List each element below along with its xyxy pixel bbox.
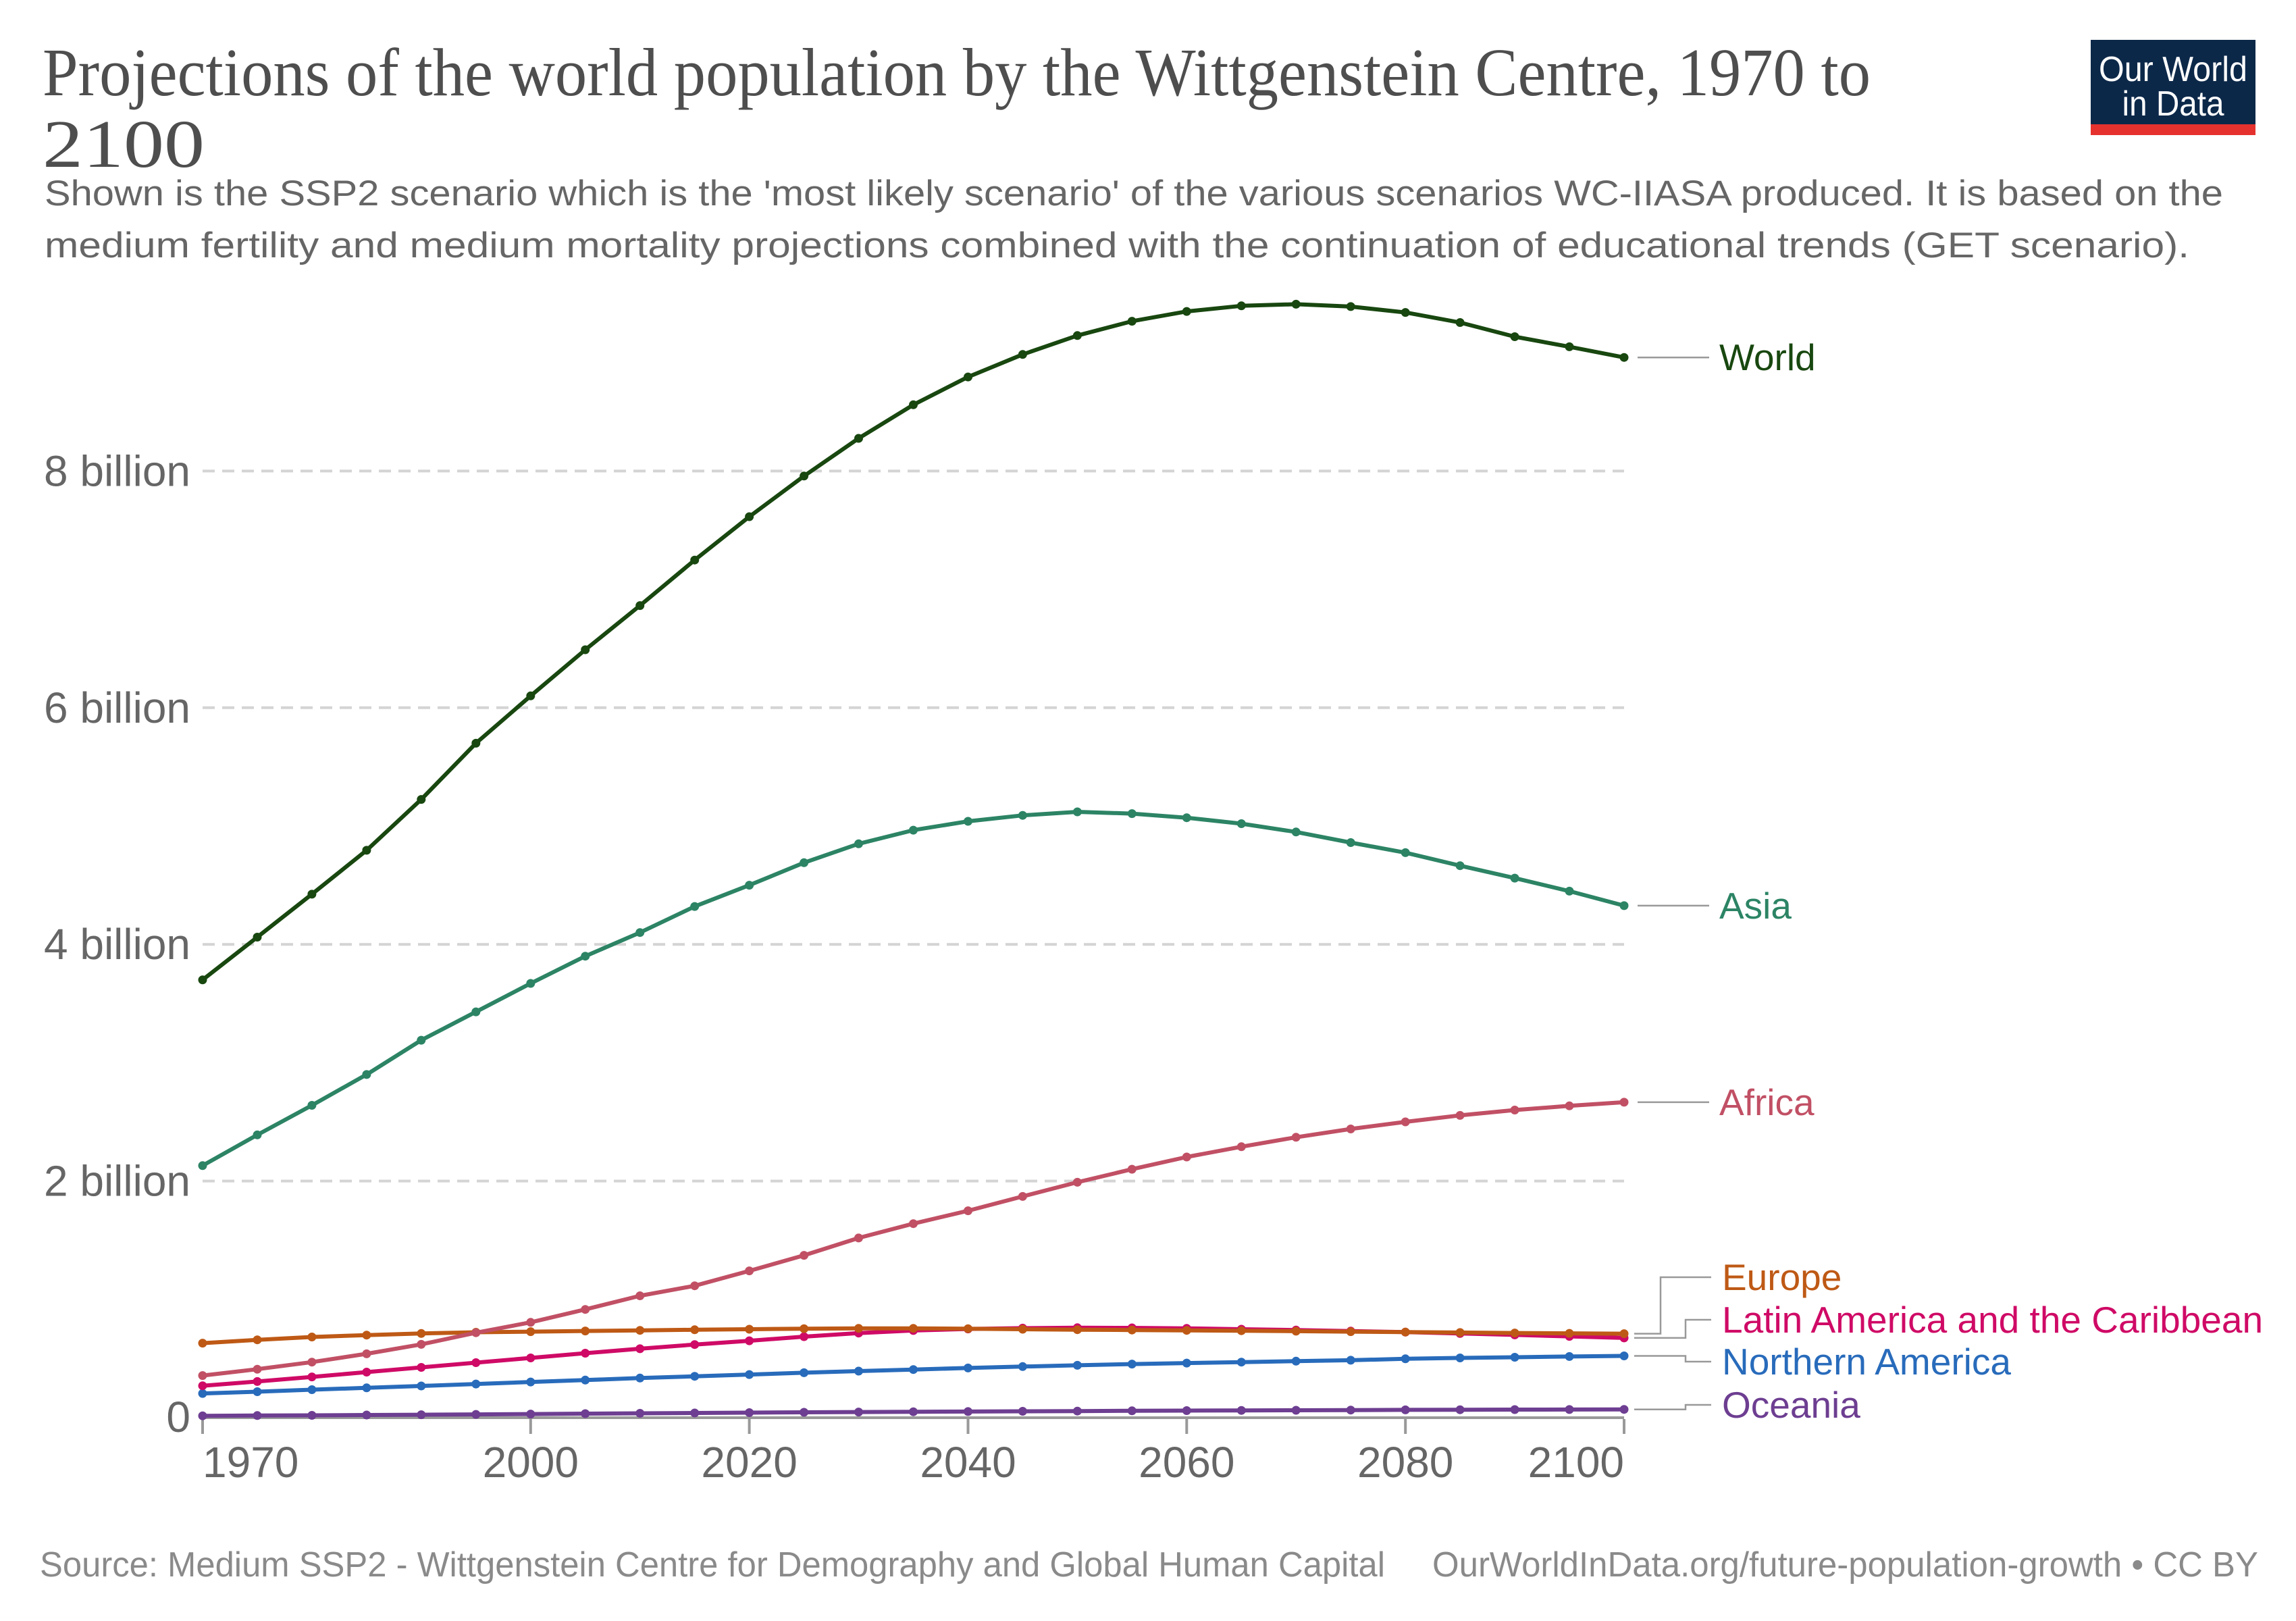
- svg-text:2 billion: 2 billion: [44, 1157, 190, 1206]
- svg-text:Europe: Europe: [1722, 1256, 1842, 1298]
- svg-text:World: World: [1719, 336, 1816, 378]
- svg-text:Africa: Africa: [1719, 1081, 1815, 1123]
- svg-text:2000: 2000: [483, 1438, 579, 1487]
- svg-text:8 billion: 8 billion: [44, 446, 190, 495]
- svg-text:Oceania: Oceania: [1722, 1384, 1860, 1426]
- svg-text:4 billion: 4 billion: [44, 920, 190, 969]
- svg-text:2100: 2100: [1528, 1438, 1624, 1487]
- svg-text:1970: 1970: [203, 1438, 298, 1487]
- svg-text:Projections of the world popul: Projections of the world population by t…: [43, 34, 1871, 110]
- svg-text:Shown is the SSP2 scenario whi: Shown is the SSP2 scenario which is the …: [45, 174, 2223, 213]
- svg-text:medium fertility and medium mo: medium fertility and medium mortality pr…: [45, 226, 2189, 265]
- svg-text:2020: 2020: [701, 1438, 797, 1487]
- svg-text:2060: 2060: [1139, 1438, 1234, 1487]
- svg-text:OurWorldInData.org/future-popu: OurWorldInData.org/future-population-gro…: [1432, 1545, 2258, 1585]
- svg-text:2080: 2080: [1357, 1438, 1453, 1487]
- svg-text:Our World: Our World: [2099, 50, 2247, 89]
- svg-text:0: 0: [166, 1393, 190, 1441]
- svg-text:6 billion: 6 billion: [44, 684, 190, 732]
- svg-text:Asia: Asia: [1719, 885, 1792, 927]
- svg-text:Source: Medium SSP2 - Wittgens: Source: Medium SSP2 - Wittgenstein Centr…: [40, 1545, 1385, 1585]
- svg-text:Northern America: Northern America: [1722, 1341, 2011, 1383]
- svg-text:2100: 2100: [43, 106, 205, 182]
- svg-text:2040: 2040: [920, 1438, 1016, 1487]
- svg-text:Latin America and the Caribbea: Latin America and the Caribbean: [1722, 1299, 2263, 1341]
- svg-text:in Data: in Data: [2122, 84, 2224, 124]
